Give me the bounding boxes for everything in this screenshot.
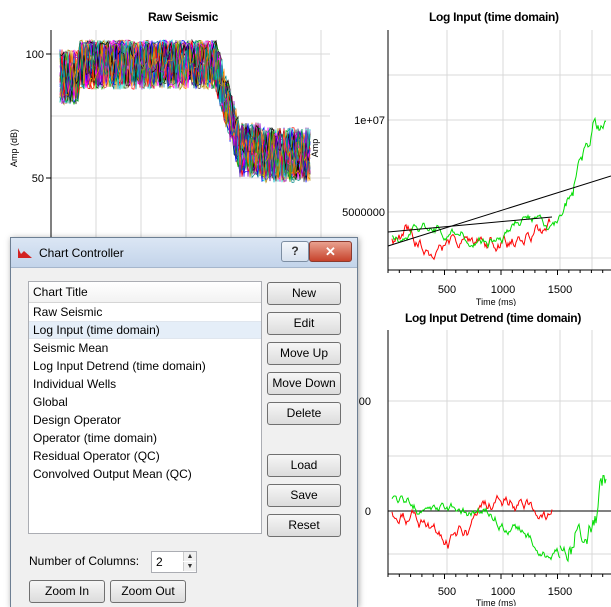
- x-axis-label: Time (ms): [476, 598, 516, 606]
- list-item[interactable]: Global: [33, 395, 68, 409]
- dialog-titlebar[interactable]: Chart Controller ? ✕: [11, 238, 357, 268]
- edit-button[interactable]: Edit: [267, 312, 341, 335]
- y-axis-label-right: Amp: [310, 139, 320, 158]
- list-header[interactable]: Chart Title: [29, 282, 261, 303]
- save-button[interactable]: Save: [267, 484, 341, 507]
- y-axis-label: Amp (dB): [9, 129, 19, 167]
- y-tick-label: 50: [32, 173, 44, 185]
- list-item[interactable]: Convolved Output Mean (QC): [33, 467, 192, 481]
- chart-controller-dialog: Chart Controller ? ✕ Chart Title Raw Sei…: [10, 237, 358, 607]
- list-item[interactable]: Design Operator: [33, 413, 122, 427]
- x-tick-label: 500: [438, 586, 456, 598]
- y-tick-label: 1e+07: [354, 115, 385, 127]
- y-tick-label: 100: [26, 49, 44, 61]
- list-item-selected[interactable]: Log Input (time domain): [29, 321, 261, 339]
- move-up-button[interactable]: Move Up: [267, 342, 341, 365]
- list-item[interactable]: Raw Seismic: [33, 305, 103, 319]
- chart-title: Raw Seismic: [148, 10, 219, 24]
- log-input-detrend-chart: Log Input Detrend (time domain) 00 0 500…: [330, 306, 611, 606]
- zoom-in-button[interactable]: Zoom In: [29, 580, 105, 603]
- columns-value[interactable]: 2: [156, 555, 163, 569]
- log-input-plot: 1e+07 5000000 500 1000 1500 Time (ms): [342, 30, 611, 306]
- zoom-out-button[interactable]: Zoom Out: [110, 580, 186, 603]
- new-button[interactable]: New: [267, 282, 341, 305]
- chart-app-icon: [18, 248, 32, 258]
- raw-seismic-plot: 100 50 Amp (dB) Amp: [9, 30, 330, 240]
- y-tick-label: 0: [365, 506, 371, 518]
- close-button[interactable]: ✕: [309, 241, 352, 262]
- spin-up-arrow-icon[interactable]: ▲: [183, 552, 196, 561]
- delete-button[interactable]: Delete: [267, 402, 341, 425]
- columns-label: Number of Columns:: [29, 554, 140, 568]
- help-button[interactable]: ?: [281, 241, 309, 262]
- columns-spinbox[interactable]: 2 ▲ ▼: [151, 551, 197, 573]
- x-tick-label: 1500: [548, 284, 572, 296]
- x-tick-label: 1000: [491, 586, 515, 598]
- x-tick-label: 500: [438, 284, 456, 296]
- log-input-chart: Log Input (time domain) 1e+07 5000000 50…: [330, 0, 611, 306]
- load-button[interactable]: Load: [267, 454, 341, 477]
- list-item[interactable]: Seismic Mean: [33, 341, 109, 355]
- chart-list[interactable]: Chart Title Raw Seismic Log Input (time …: [28, 281, 262, 534]
- list-item[interactable]: Residual Operator (QC): [33, 449, 160, 463]
- chart-title: Log Input Detrend (time domain): [405, 311, 582, 325]
- spin-down-arrow-icon[interactable]: ▼: [183, 562, 196, 571]
- list-item[interactable]: Operator (time domain): [33, 431, 158, 445]
- y-tick-label: 00: [359, 396, 371, 408]
- dialog-title: Chart Controller: [39, 246, 124, 260]
- x-axis-label: Time (ms): [476, 297, 516, 306]
- list-item[interactable]: Log Input Detrend (time domain): [33, 359, 206, 373]
- x-tick-label: 1000: [491, 284, 515, 296]
- raw-seismic-chart: Raw Seismic 100 50 Amp (dB) Amp: [0, 0, 330, 240]
- chart-title: Log Input (time domain): [429, 10, 559, 24]
- log-input-detrend-plot: 00 0 500 1000 1500 Time (ms): [359, 330, 611, 606]
- move-down-button[interactable]: Move Down: [267, 372, 341, 395]
- reset-button[interactable]: Reset: [267, 514, 341, 537]
- y-tick-label: 5000000: [342, 207, 385, 219]
- list-item[interactable]: Individual Wells: [33, 377, 117, 391]
- x-tick-label: 1500: [548, 586, 572, 598]
